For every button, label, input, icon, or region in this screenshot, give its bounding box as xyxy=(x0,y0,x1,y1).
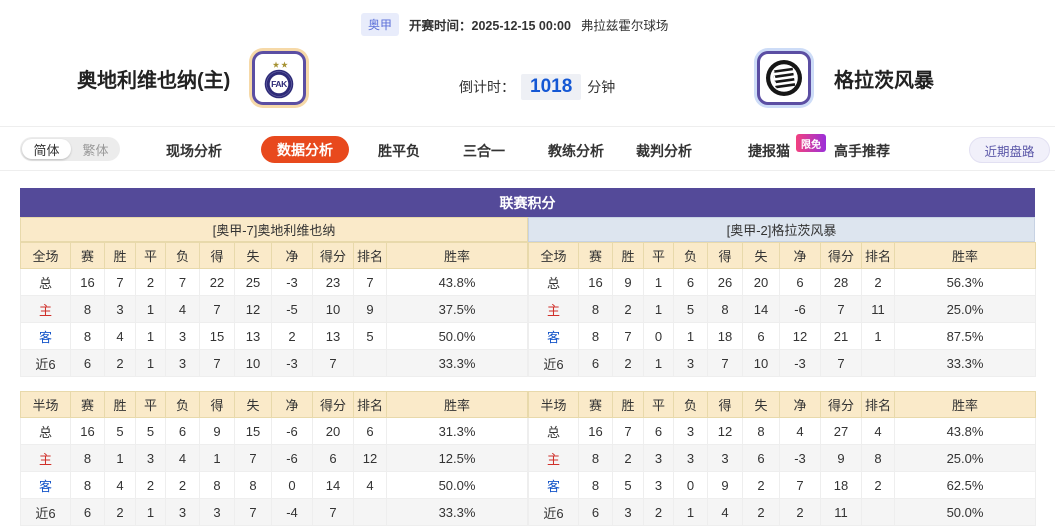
svg-text:★: ★ xyxy=(273,61,280,69)
svg-text:★: ★ xyxy=(281,61,288,69)
svg-text:FAK: FAK xyxy=(271,79,288,89)
